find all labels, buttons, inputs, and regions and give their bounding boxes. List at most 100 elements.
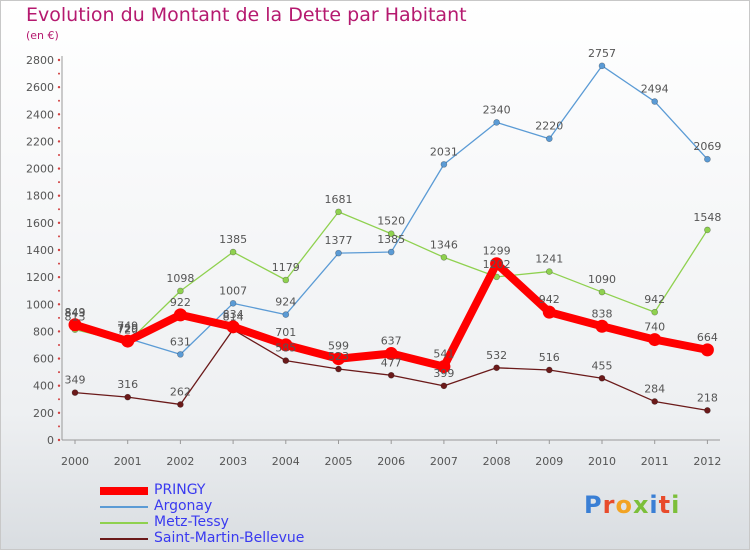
data-point (651, 98, 659, 105)
data-label: 1299 (483, 245, 511, 258)
x-tick-label: 2000 (61, 455, 89, 468)
data-point (332, 352, 345, 366)
data-point (177, 401, 184, 408)
data-label: 1681 (325, 193, 353, 206)
data-label: 218 (697, 391, 718, 404)
data-label: 1098 (166, 272, 194, 285)
data-point (493, 364, 500, 372)
x-tick-label: 2006 (377, 455, 405, 468)
data-point (545, 366, 553, 374)
data-point (387, 230, 395, 238)
legend-swatch (100, 522, 148, 524)
x-tick-label: 2012 (693, 455, 721, 468)
data-label: 1007 (219, 284, 247, 297)
proxiti-logo: Proxiti (584, 491, 681, 519)
data-point (545, 268, 553, 275)
data-label: 729 (117, 322, 138, 335)
data-label: 1346 (430, 238, 458, 251)
data-label: 599 (328, 340, 349, 353)
data-point (651, 398, 659, 405)
data-point (700, 343, 714, 357)
data-point (648, 333, 662, 347)
series-line-argonay (74, 65, 708, 356)
data-point (651, 308, 659, 316)
y-tick-label: 1200 (26, 271, 54, 284)
data-point (595, 319, 609, 333)
y-tick-mark (57, 194, 61, 197)
data-label: 1548 (693, 211, 721, 224)
data-label: 637 (381, 335, 402, 348)
data-label: 843 (65, 307, 86, 320)
data-label: 1377 (325, 234, 353, 247)
x-tick-label: 2003 (219, 455, 247, 468)
legend-swatch (100, 538, 148, 540)
data-point (229, 300, 237, 307)
y-minor-tick (58, 344, 60, 346)
data-point (387, 371, 395, 379)
data-point (177, 287, 184, 295)
data-label: 1241 (535, 253, 563, 266)
legend-label: Argonay (154, 498, 213, 514)
chart-title: Evolution du Montant de la Dette par Hab… (26, 4, 467, 26)
data-label: 523 (328, 350, 349, 363)
y-minor-tick (58, 235, 60, 238)
data-point (121, 334, 135, 348)
y-tick-label: 2600 (26, 81, 54, 94)
data-point (279, 338, 293, 352)
x-tick-label: 2008 (483, 455, 511, 468)
y-tick-label: 2200 (26, 135, 54, 148)
data-label: 349 (65, 374, 86, 387)
data-point (226, 320, 240, 334)
data-label: 1179 (272, 261, 300, 274)
y-tick-mark (57, 303, 61, 306)
data-label: 664 (697, 331, 718, 344)
data-point (440, 161, 448, 168)
data-point (384, 347, 398, 361)
data-label: 262 (170, 385, 191, 398)
data-label: 399 (433, 367, 454, 380)
y-minor-tick (58, 262, 60, 265)
data-label: 1385 (377, 233, 405, 246)
x-tick-label: 2004 (272, 455, 300, 468)
data-label: 631 (170, 335, 191, 348)
chart-axes: 0 200 400 600 800 1000 1200 1400 1600 1800 2000 220… (26, 54, 721, 468)
data-label: 2031 (430, 145, 458, 158)
y-tick-mark (57, 248, 61, 252)
y-tick-label: 800 (33, 325, 54, 338)
y-minor-tick (58, 289, 60, 292)
data-point (440, 382, 448, 390)
data-label: 720 (117, 323, 138, 336)
y-tick-label: 2000 (26, 163, 54, 176)
data-label: 838 (592, 307, 613, 320)
y-tick-label: 200 (33, 407, 54, 420)
data-point (598, 374, 606, 382)
data-label: 2069 (693, 140, 721, 153)
y-tick-label: 1800 (26, 190, 54, 203)
data-label: 1202 (483, 258, 511, 271)
y-tick-mark (57, 411, 61, 415)
data-point (335, 365, 342, 373)
y-minor-tick (58, 425, 60, 428)
y-tick-mark (57, 357, 61, 360)
data-point (335, 208, 342, 216)
data-point (71, 389, 79, 396)
data-label: 942 (539, 293, 560, 306)
y-minor-tick (58, 316, 60, 319)
data-point (282, 357, 290, 364)
legend-swatch (100, 487, 148, 495)
data-label: 2757 (588, 47, 616, 60)
data-label: 2494 (641, 83, 669, 96)
x-tick-label: 2009 (535, 455, 563, 468)
data-label: 516 (539, 351, 560, 364)
data-label: 532 (486, 349, 507, 362)
x-tick-label: 2011 (641, 455, 669, 468)
y-tick-mark (57, 384, 61, 387)
y-tick-mark (57, 275, 61, 279)
legend-swatch (100, 506, 148, 508)
data-point (335, 249, 342, 257)
data-point (704, 226, 711, 234)
data-label: 1385 (219, 233, 247, 246)
data-point (704, 155, 711, 163)
x-tick-label: 2001 (114, 455, 142, 468)
